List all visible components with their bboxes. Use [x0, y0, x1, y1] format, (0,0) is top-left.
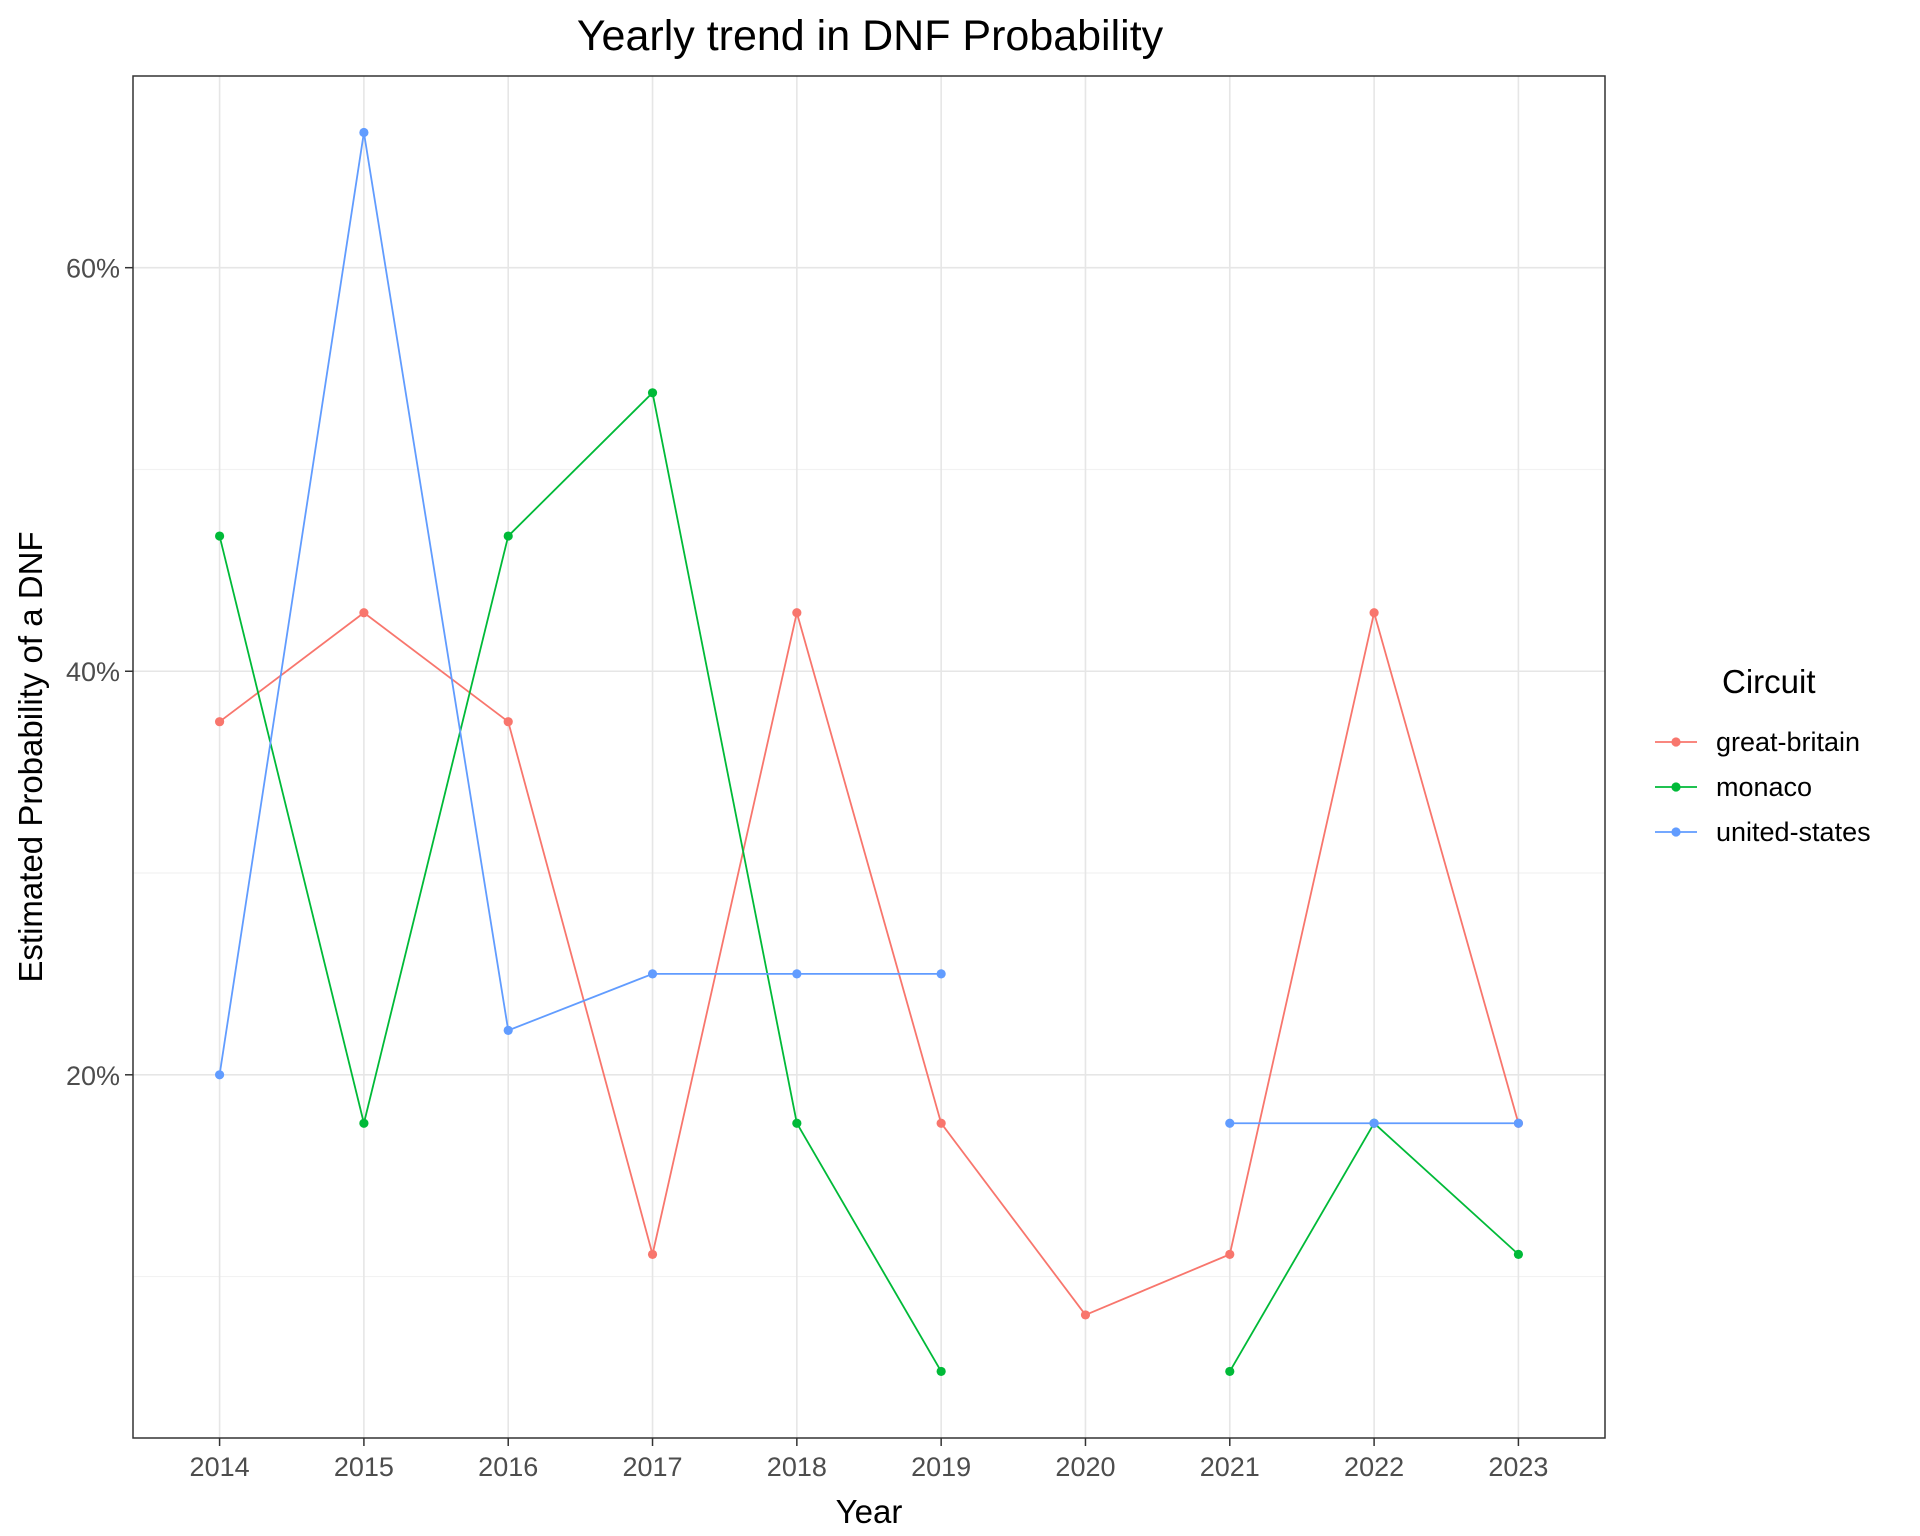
series-line-segment — [651, 392, 798, 1124]
data-point — [647, 388, 658, 398]
legend-items: great-britain monaco united-states — [1655, 727, 1871, 847]
legend-item-great-britain: great-britain — [1655, 727, 1860, 757]
y-tick-label: 20% — [66, 1061, 120, 1091]
series-line-segment — [507, 392, 654, 537]
series-line-segment — [1228, 612, 1375, 1255]
legend-key-point — [1671, 737, 1681, 747]
data-point — [936, 969, 946, 979]
legend: Circuit great-britain monaco united-states — [1655, 663, 1871, 847]
x-tick-label: 2018 — [767, 1452, 827, 1482]
x-tick-label: 2014 — [190, 1452, 250, 1482]
x-tick-label: 2023 — [1488, 1452, 1548, 1482]
legend-key-point — [1671, 782, 1681, 792]
data-point — [503, 531, 513, 541]
x-tick-label: 2017 — [622, 1452, 682, 1482]
legend-item-united-states: united-states — [1655, 817, 1871, 847]
y-axis-label: Estimated Probability of a DNF — [12, 531, 49, 982]
data-point — [1513, 1249, 1524, 1259]
series-line-segment — [651, 612, 798, 1255]
data-point — [1225, 1249, 1235, 1259]
x-axis: 2014 2015 2016 2017 2018 2019 2020 2021 2022 2023 — [190, 1438, 1548, 1482]
data-point — [359, 1118, 369, 1128]
data-point — [214, 1070, 225, 1080]
chart-title: Yearly trend in DNF Probability — [577, 12, 1164, 60]
data-point — [503, 717, 513, 727]
x-tick-label: 2015 — [334, 1452, 394, 1482]
series-line-segment — [1373, 1122, 1520, 1256]
data-point — [1225, 1118, 1235, 1128]
series-line-segment — [940, 1122, 1087, 1316]
data-point — [647, 1249, 658, 1259]
x-tick-label: 2016 — [478, 1452, 538, 1482]
data-point — [1369, 1118, 1379, 1128]
legend-key-point — [1671, 827, 1681, 837]
grid-major — [133, 76, 1605, 1438]
data-point — [792, 969, 802, 979]
x-tick-label: 2020 — [1055, 1452, 1115, 1482]
series-line-segment — [1085, 1253, 1231, 1316]
data-point — [214, 717, 225, 727]
series-line-segment — [507, 721, 654, 1255]
grid-minor — [133, 468, 1605, 1278]
plot-panel — [132, 75, 1606, 1439]
x-tick-label: 2019 — [911, 1452, 971, 1482]
series-line-segment — [218, 535, 365, 1124]
series-line-segment — [796, 1122, 942, 1372]
data-point — [792, 608, 802, 618]
x-axis-label: Year — [836, 1493, 903, 1530]
data-point — [936, 1118, 946, 1128]
data-point — [1080, 1310, 1091, 1320]
series-line-segment — [363, 132, 510, 1031]
series-great-britain — [214, 608, 1524, 1320]
y-tick-label: 40% — [66, 657, 120, 687]
series-united-states — [214, 127, 1524, 1128]
series-line-segment — [507, 973, 653, 1032]
data-point — [647, 969, 658, 979]
data-point — [1225, 1366, 1235, 1377]
data-point — [792, 1118, 802, 1128]
legend-label: united-states — [1716, 817, 1871, 847]
data-point — [1513, 1118, 1524, 1128]
data-point — [936, 1366, 946, 1377]
data-point — [359, 608, 369, 618]
data-point — [1369, 608, 1379, 618]
y-tick-label: 60% — [66, 254, 120, 284]
series-monaco — [214, 388, 1524, 1377]
legend-label: great-britain — [1716, 727, 1860, 757]
y-axis: 20% 40% 60% — [66, 254, 133, 1091]
legend-title: Circuit — [1722, 663, 1816, 700]
data-point — [214, 531, 225, 541]
series-line-segment — [218, 132, 365, 1075]
legend-item-monaco: monaco — [1655, 772, 1812, 802]
data-point — [359, 127, 369, 138]
series-line-segment — [1373, 612, 1520, 1124]
data-point — [503, 1025, 513, 1036]
legend-label: monaco — [1716, 772, 1812, 802]
x-tick-label: 2022 — [1344, 1452, 1404, 1482]
series-line-segment — [363, 612, 509, 723]
series-layer — [214, 127, 1524, 1377]
series-line-segment — [795, 612, 943, 1124]
series-line-segment — [363, 535, 510, 1124]
series-line-segment — [1229, 1122, 1375, 1372]
series-line-segment — [219, 612, 365, 723]
x-tick-label: 2021 — [1200, 1452, 1260, 1482]
